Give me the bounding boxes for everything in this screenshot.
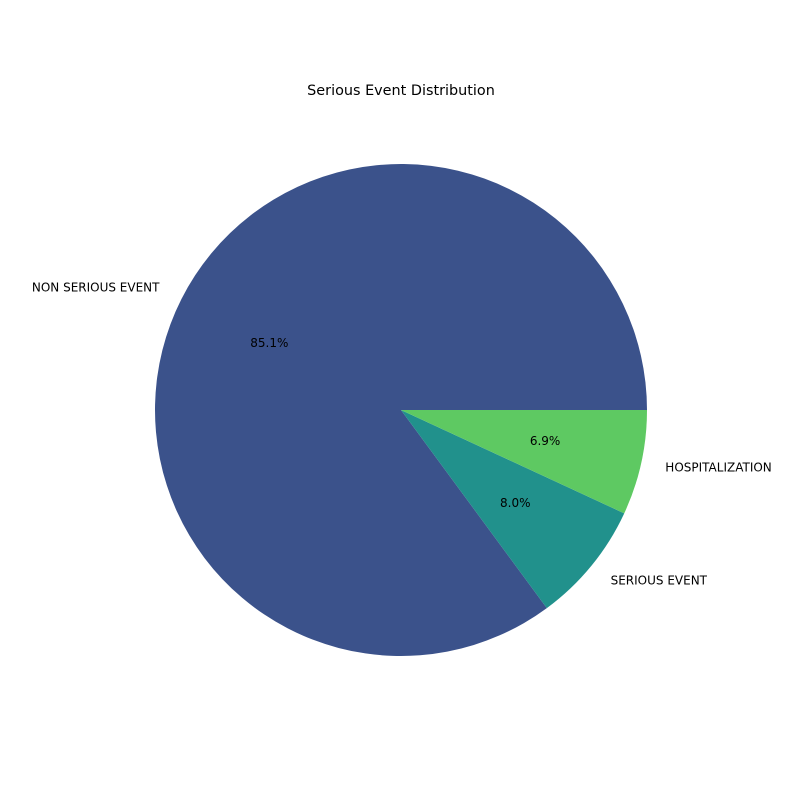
slice-percent-hospitalization: 6.9% — [530, 434, 561, 448]
slice-label-serious-event: SERIOUS EVENT — [611, 574, 708, 588]
pie-labels: NON SERIOUS EVENT 85.1% SERIOUS EVENT 8.0% H… — [32, 280, 772, 587]
pie-slice-non-serious-event — [154, 164, 647, 657]
slice-percent-serious-event: 8.0% — [500, 496, 531, 510]
chart-title: Serious Event Distribution — [307, 83, 495, 99]
slice-percent-non-serious-event: 85.1% — [250, 336, 288, 350]
slice-label-non-serious-event: NON SERIOUS EVENT — [32, 280, 160, 294]
slice-label-hospitalization: HOSPITALIZATION — [665, 461, 771, 475]
pie-slice-serious-event — [401, 410, 625, 609]
pie-slices — [154, 164, 647, 657]
pie-slice-hospitalization — [401, 410, 647, 514]
